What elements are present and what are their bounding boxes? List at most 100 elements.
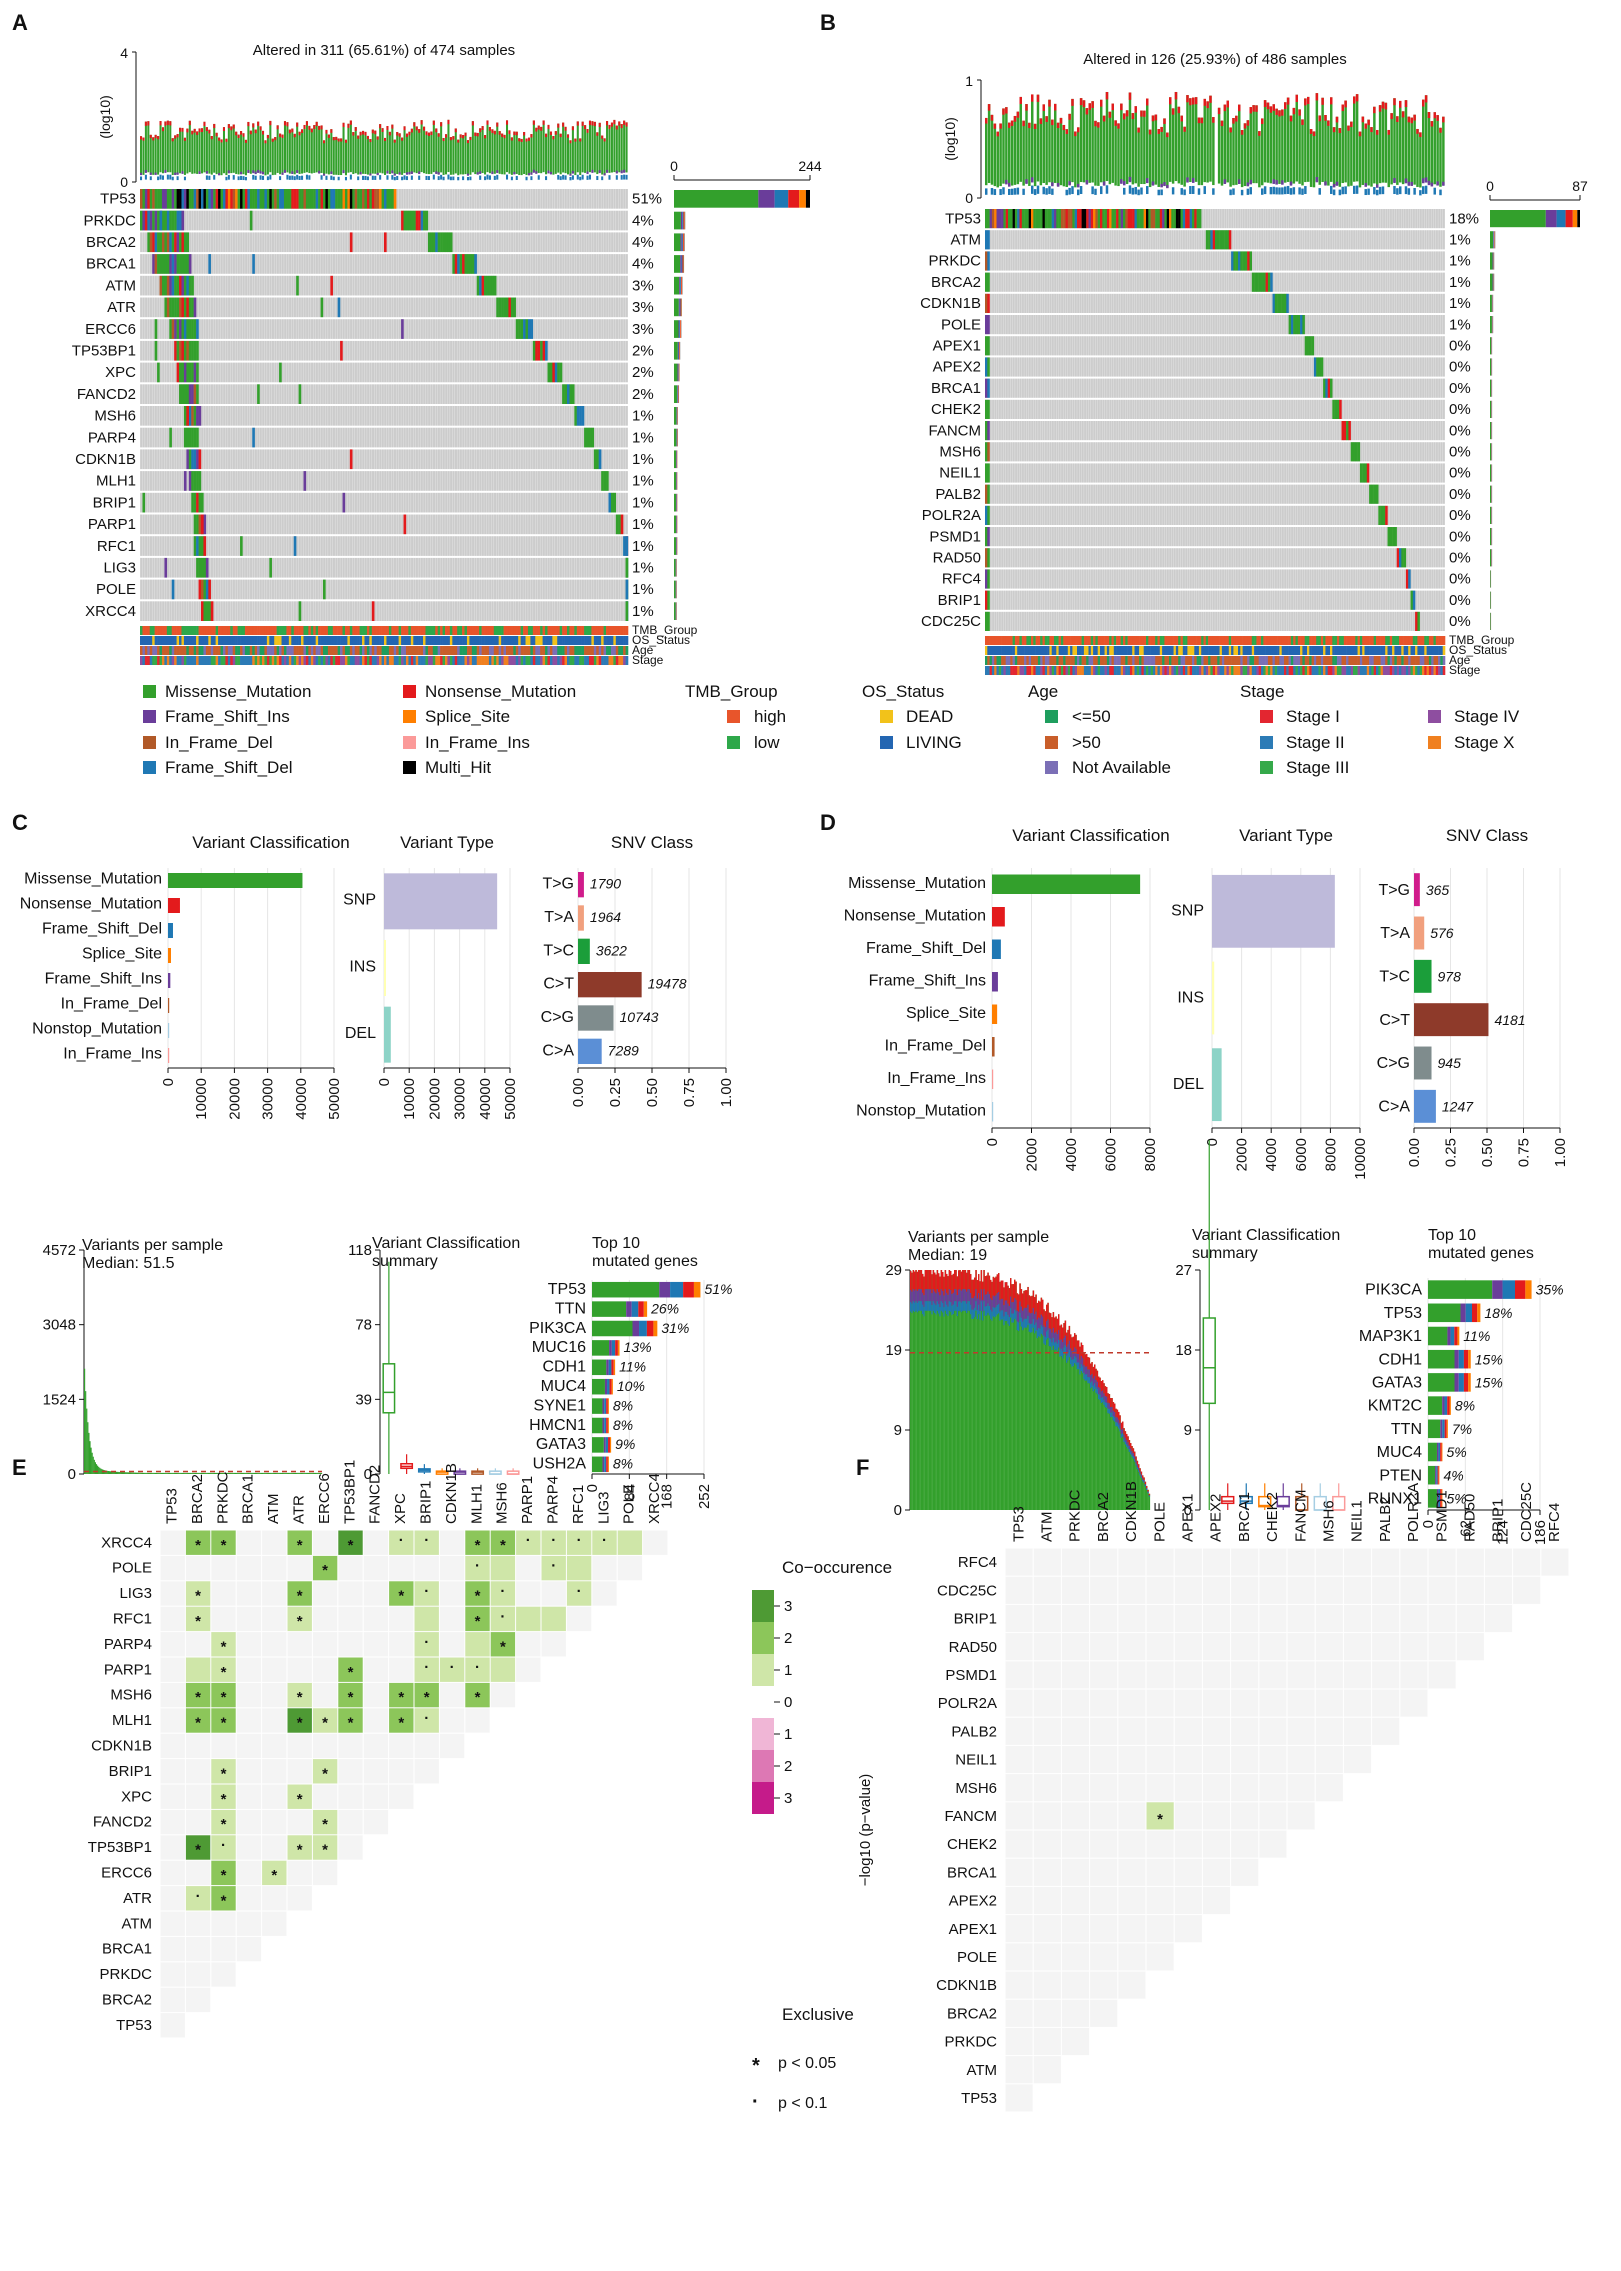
mutation-cell (152, 254, 155, 274)
tmb-bar (1010, 120, 1014, 186)
annotation-cell (405, 626, 409, 635)
annotation-cell (1382, 666, 1386, 675)
variant-classification-bar (168, 898, 180, 913)
mutation-cell (985, 315, 988, 335)
tmb-bar-segment (1140, 110, 1143, 117)
mutation-cell (481, 275, 485, 296)
variants-per-sample-bar (258, 1472, 260, 1474)
annotation-cell (188, 636, 192, 645)
mutation-cell (210, 189, 214, 209)
variants-per-sample-bar (213, 1472, 215, 1474)
gene-label: MLH1 (96, 473, 136, 490)
variants-per-sample-bar (264, 1472, 266, 1474)
annotation-cell (1169, 646, 1172, 655)
tmb-bar-segment (1240, 129, 1244, 135)
gene-bar-segment (805, 190, 810, 208)
tmb-bar-segment (1350, 121, 1353, 127)
mutation-cell (147, 189, 150, 209)
annotation-cell (1295, 636, 1299, 645)
annotation-cell (1415, 666, 1418, 675)
mutation-cell (188, 362, 192, 383)
annotation-cell (1389, 666, 1393, 675)
annotation-cell (1189, 646, 1193, 655)
mutation-cell (196, 384, 199, 404)
annotation-cell (186, 656, 190, 665)
axis-tick-label: 84 (621, 1484, 638, 1501)
annotation-cell (203, 656, 207, 665)
annotation-cell (615, 636, 619, 645)
gene-bar-segment (1490, 294, 1492, 312)
tmb-bar (1422, 99, 1425, 183)
tmb-bar (1258, 131, 1261, 188)
annotation-cell (1309, 666, 1312, 675)
annotation-cell (1325, 666, 1328, 675)
mutation-cell (606, 471, 609, 491)
tmb-bar-segment (1203, 186, 1206, 195)
annotation-cell (1026, 656, 1029, 665)
variant-classification-bar (168, 873, 303, 888)
gene-label: RFC1 (97, 538, 136, 555)
annotation-cell (1265, 656, 1269, 665)
mutation-cell (425, 210, 429, 231)
annotation-cell (613, 646, 617, 655)
mutation-cell (208, 254, 211, 274)
annotation-cell (213, 636, 216, 645)
variants-per-sample-bar (215, 1472, 218, 1474)
mutation-cell (266, 189, 270, 209)
mutation-cell (1254, 272, 1257, 292)
annotation-cell (1355, 656, 1358, 665)
top10-bar-segment (613, 1359, 616, 1376)
mutation-cell (987, 378, 990, 398)
tmb-bar-segment (254, 171, 257, 175)
annotation-cell (288, 626, 292, 635)
annotation-cell (1376, 656, 1379, 665)
tmb-bar-segment (554, 131, 557, 135)
mutation-cell (513, 297, 516, 318)
variants-per-sample-bar (228, 1472, 231, 1474)
annotation-cell (591, 626, 595, 635)
percent-label: 3% (632, 299, 654, 316)
annotation-cell (525, 646, 529, 655)
annotation-cell (1040, 666, 1043, 675)
annotation-cell (1139, 646, 1142, 655)
annotation-cell (237, 646, 241, 655)
mutation-cell (301, 189, 304, 209)
annotation-cell (1353, 656, 1356, 665)
mutation-cell (205, 189, 209, 209)
annotation-cell (579, 646, 582, 655)
annotation-cell (1396, 656, 1400, 665)
tmb-bar-segment (296, 122, 299, 127)
gene-label: BRCA1 (86, 256, 136, 273)
variants-per-sample-bar (194, 1472, 196, 1474)
annotation-cell (140, 646, 143, 655)
annotation-cell (420, 636, 424, 645)
variants-per-sample-bar (203, 1472, 205, 1474)
annotation-cell (1088, 636, 1092, 645)
annotation-cell (1359, 636, 1363, 645)
tmb-bar-segment (232, 124, 235, 129)
annotation-cell (1442, 656, 1446, 665)
tmb-bar (513, 131, 516, 174)
tmb-bar (342, 122, 345, 173)
variants-per-sample-bar (304, 1472, 306, 1474)
tmb-bar-segment (205, 127, 208, 132)
annotation-cell (474, 656, 478, 665)
annotation-cell (1113, 636, 1117, 645)
mutation-cell (613, 492, 616, 513)
mutation-cell (193, 384, 197, 404)
tmb-bar (140, 136, 143, 175)
mutation-cell (1320, 357, 1324, 377)
annotation-cell (452, 626, 456, 635)
annotation-cell (464, 656, 468, 665)
annotation-cell (376, 656, 380, 665)
variants-per-sample-bar (98, 1466, 100, 1474)
mutation-cell (1274, 293, 1278, 313)
variants-per-sample-bar (211, 1472, 213, 1474)
annotation-cell (1330, 656, 1333, 665)
percent-label: 2% (632, 386, 654, 403)
tmb-bar-segment (623, 120, 626, 125)
annotation-cell (1003, 656, 1006, 665)
tmb-bar-segment (259, 126, 262, 131)
annotation-cell (191, 656, 194, 665)
tmb-bar-segment (993, 123, 997, 129)
